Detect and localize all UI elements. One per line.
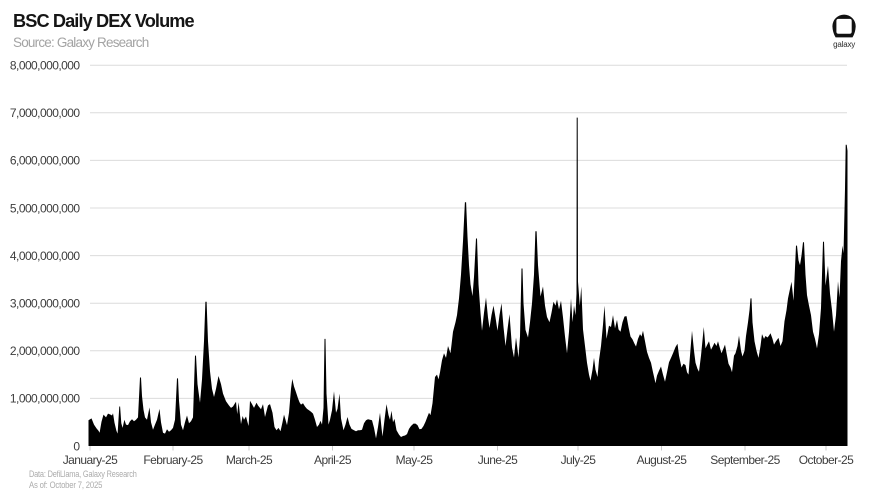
svg-text:4,000,000,000: 4,000,000,000 (10, 249, 80, 263)
svg-text:7,000,000,000: 7,000,000,000 (10, 106, 80, 120)
svg-text:July-25: July-25 (561, 453, 597, 467)
svg-text:1,000,000,000: 1,000,000,000 (10, 392, 80, 406)
svg-text:January-25: January-25 (63, 453, 118, 467)
svg-text:5,000,000,000: 5,000,000,000 (10, 201, 80, 215)
svg-text:September-25: September-25 (710, 453, 780, 467)
svg-text:8,000,000,000: 8,000,000,000 (10, 59, 80, 73)
svg-text:0: 0 (73, 439, 80, 453)
svg-text:galaxy: galaxy (833, 40, 855, 49)
svg-text:6,000,000,000: 6,000,000,000 (10, 154, 80, 168)
svg-text:2,000,000,000: 2,000,000,000 (10, 344, 80, 358)
svg-text:3,000,000,000: 3,000,000,000 (10, 297, 80, 311)
svg-text:May-25: May-25 (396, 453, 434, 467)
svg-text:October-25: October-25 (799, 453, 854, 467)
svg-text:March-25: March-25 (226, 453, 273, 467)
svg-text:April-25: April-25 (314, 453, 352, 467)
svg-text:August-25: August-25 (637, 453, 688, 467)
svg-text:June-25: June-25 (478, 453, 518, 467)
svg-text:February-25: February-25 (143, 453, 203, 467)
